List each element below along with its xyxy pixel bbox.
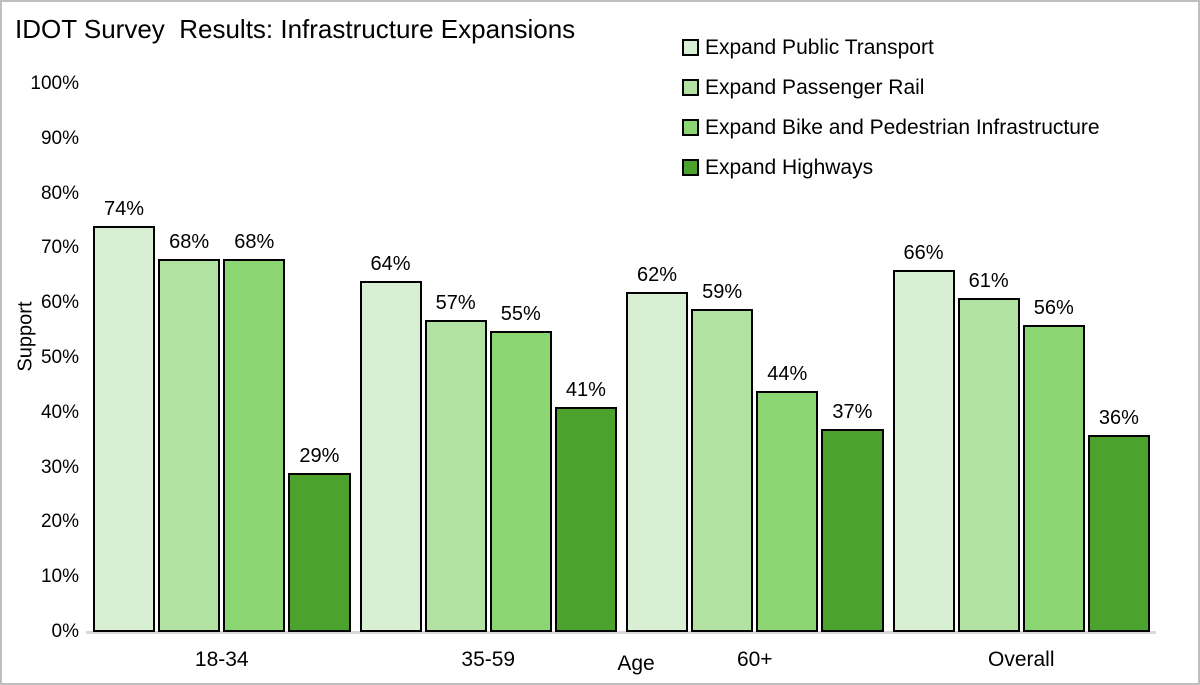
bar — [1087, 434, 1150, 632]
bar-group-18-34: 74% 68% 68% 29% — [93, 198, 351, 632]
bar-value-label: 74% — [104, 198, 145, 221]
bar-value-label: 68% — [169, 231, 210, 254]
bar-wrap: 61% — [957, 270, 1020, 632]
legend-label: Expand Public Transport — [705, 35, 934, 59]
y-tick-label: 30% — [40, 456, 79, 478]
bar-wrap: 36% — [1087, 407, 1150, 632]
y-tick-label: 0% — [51, 621, 79, 642]
x-tick-label: 60+ — [736, 648, 773, 671]
y-tick-label: 90% — [40, 127, 79, 149]
y-tick-label: 10% — [40, 566, 79, 588]
bar — [554, 407, 617, 632]
legend-item: Expand Public Transport — [682, 34, 1100, 61]
bar-value-label: 64% — [370, 253, 411, 276]
legend-swatch-icon — [682, 79, 699, 96]
bar — [756, 390, 819, 632]
bar-value-label: 61% — [968, 269, 1009, 292]
legend-item: Expand Passenger Rail — [682, 74, 1100, 101]
bar — [288, 473, 351, 632]
x-tick-label: 18-34 — [194, 648, 249, 671]
bar-value-label: 68% — [234, 231, 275, 254]
bar-wrap: 62% — [626, 264, 689, 632]
bar-value-label: 66% — [903, 242, 944, 265]
y-tick-label: 60% — [40, 292, 79, 314]
bar — [158, 259, 221, 632]
bar-wrap: 64% — [359, 253, 422, 632]
y-tick-label: 100% — [30, 73, 79, 94]
bar-group-35-59: 64% 57% 55% 41% — [359, 253, 617, 632]
bar — [821, 429, 884, 632]
bar-wrap: 57% — [424, 292, 487, 632]
bar — [1022, 325, 1085, 632]
bar-wrap: 55% — [489, 303, 552, 632]
legend-label: Expand Highways — [705, 155, 874, 179]
bar-value-label: 41% — [565, 379, 606, 402]
legend-label: Expand Passenger Rail — [705, 75, 925, 99]
bar-wrap: 37% — [821, 401, 884, 632]
legend-swatch-icon — [682, 39, 699, 56]
bar-value-label: 36% — [1098, 406, 1139, 429]
bar — [359, 281, 422, 632]
bar-group-60-: 62% 59% 44% 37% — [626, 264, 884, 632]
bar-value-label: 57% — [435, 291, 476, 314]
bar — [957, 297, 1020, 632]
bar-wrap: 56% — [1022, 297, 1085, 632]
bar — [626, 292, 689, 632]
bar-group-overall: 66% 61% 56% 36% — [892, 242, 1150, 632]
bar-wrap: 68% — [223, 231, 286, 632]
y-tick-label: 50% — [40, 347, 79, 368]
chart-title: IDOT Survey Results: Infrastructure Expa… — [15, 14, 576, 44]
y-tick-label: 20% — [40, 511, 79, 533]
bar-wrap: 68% — [158, 231, 221, 632]
bar-wrap: 44% — [756, 363, 819, 632]
bar — [424, 319, 487, 632]
legend-item: Expand Bike and Pedestrian Infrastructur… — [682, 114, 1100, 141]
bar-value-label: 59% — [702, 280, 743, 303]
bar-value-label: 56% — [1033, 297, 1074, 320]
bar-wrap: 29% — [288, 445, 351, 632]
bar-value-label: 44% — [767, 362, 808, 385]
bar-wrap: 41% — [554, 379, 617, 632]
bar — [223, 259, 286, 632]
y-tick-label: 80% — [40, 182, 79, 204]
bar — [691, 308, 754, 632]
bar-value-label: 62% — [637, 264, 678, 287]
bar-wrap: 74% — [93, 198, 156, 632]
bar-value-label: 55% — [500, 302, 541, 325]
bar-value-label: 37% — [832, 401, 873, 424]
bar-wrap: 59% — [691, 281, 754, 632]
legend-swatch-icon — [682, 119, 699, 136]
legend: Expand Public Transport Expand Passenger … — [682, 34, 1100, 181]
legend-label: Expand Bike and Pedestrian Infrastructur… — [705, 115, 1100, 139]
y-tick-label: 40% — [40, 401, 79, 423]
x-axis-baseline — [86, 631, 1156, 634]
bar-wrap: 66% — [892, 242, 955, 632]
x-tick-label: Overall — [987, 648, 1055, 671]
x-tick-label: 35-59 — [461, 648, 516, 671]
legend-item: Expand Highways — [682, 154, 1100, 181]
bar — [489, 330, 552, 632]
bar — [93, 226, 156, 632]
bar-value-label: 29% — [299, 445, 340, 468]
x-axis-title: Age — [617, 652, 655, 675]
y-tick-label: 70% — [40, 237, 79, 259]
bar — [892, 270, 955, 632]
legend-swatch-icon — [682, 159, 699, 176]
